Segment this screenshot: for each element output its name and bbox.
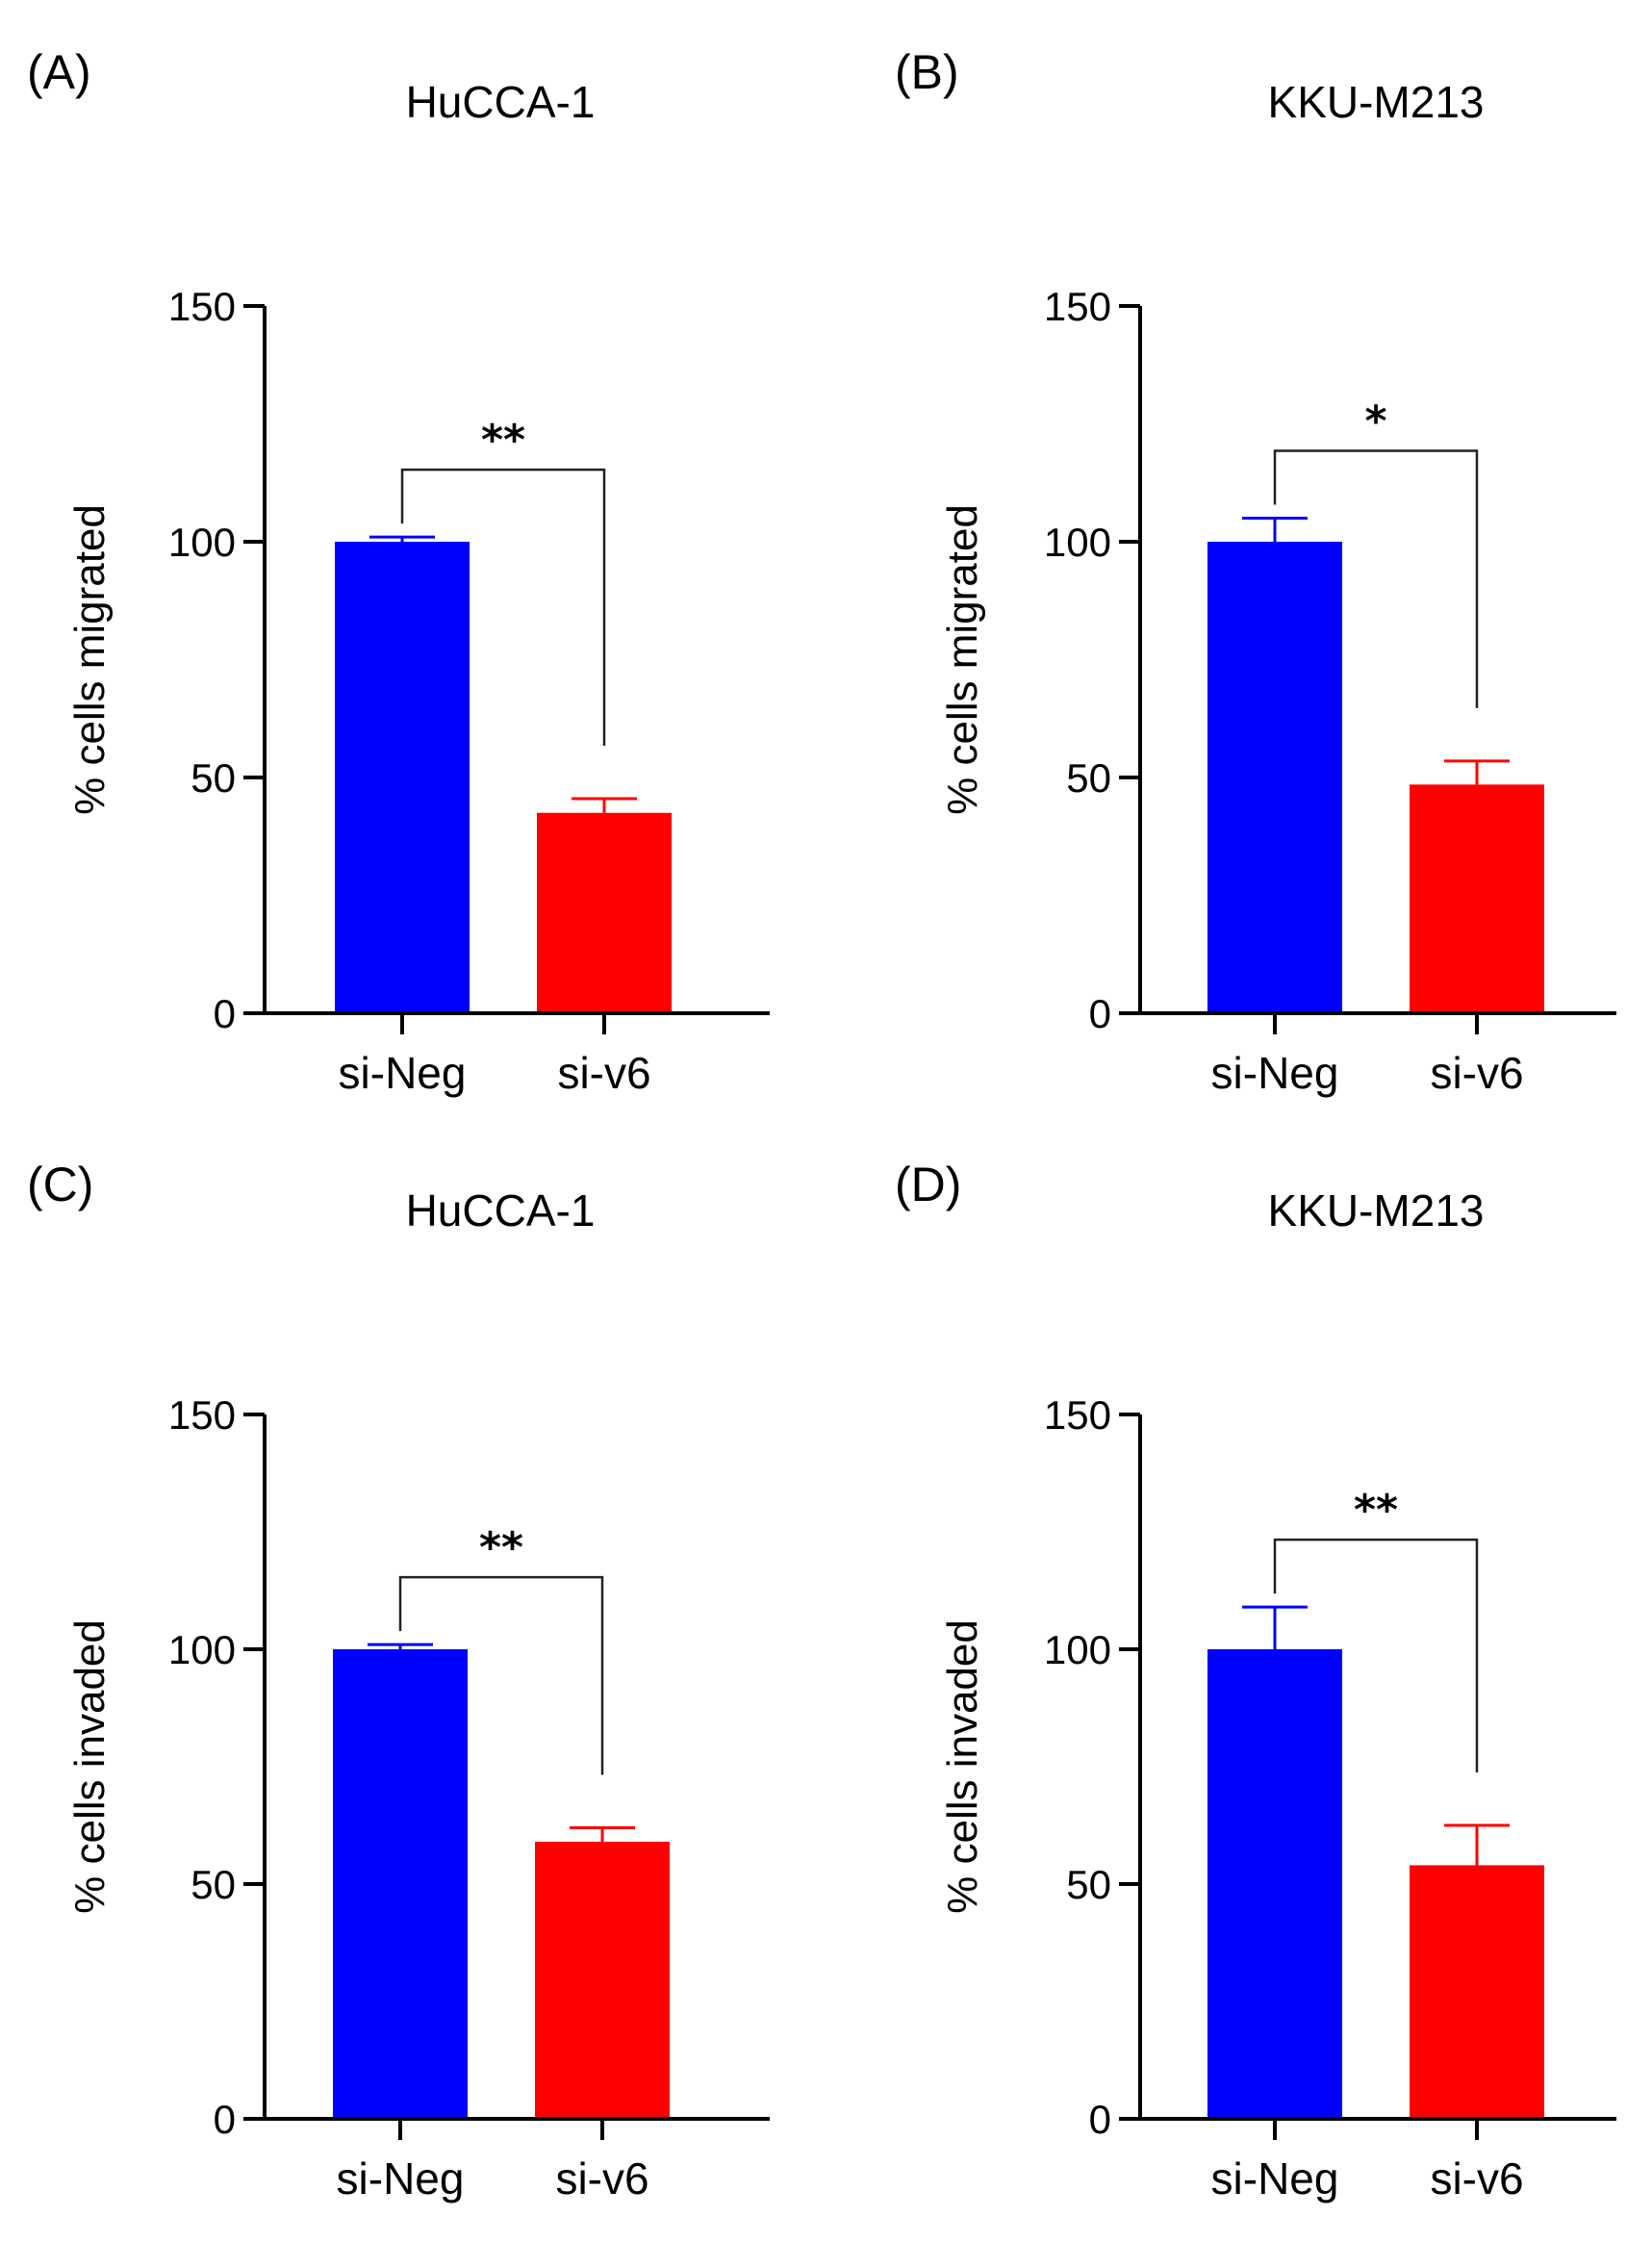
- significance-label: **: [481, 416, 525, 465]
- y-tick-label: 100: [168, 520, 236, 565]
- significance-bracket: [1273, 449, 1479, 708]
- bar-si-neg: [1207, 542, 1342, 1013]
- bar-si-neg: [333, 1649, 468, 2119]
- y-tick-label: 150: [1044, 284, 1111, 329]
- bar-si-v6: [537, 812, 672, 1013]
- significance-bracket: [400, 468, 606, 747]
- y-tick-label: 0: [214, 991, 236, 1036]
- significance-label: *: [1364, 397, 1386, 446]
- y-axis-label: % cells migrated: [939, 504, 986, 815]
- panel-letter: (B): [895, 45, 959, 99]
- panel-title: KKU-M213: [1268, 1185, 1485, 1236]
- bar-si-v6: [1410, 1865, 1544, 2119]
- y-tick-label: 150: [1044, 1392, 1111, 1438]
- chart-panel-4: (D) KKU-M213 0 50 100 150 si-Neg si-v6 % cells i…: [895, 1158, 1616, 2204]
- x-tick-label: si-v6: [557, 1048, 650, 1098]
- bar-si-v6: [535, 1842, 670, 2119]
- y-tick-label: 0: [1089, 991, 1111, 1036]
- y-tick-label: 100: [1044, 1627, 1111, 1672]
- significance-bracket: [398, 1575, 604, 1775]
- y-tick-label: 150: [168, 1392, 236, 1438]
- chart-panel-1: (A) HuCCA-1 0 50 100 150 si-Neg si-v6 % cells mi…: [27, 45, 770, 1098]
- panel-letter: (C): [27, 1158, 93, 1211]
- y-tick-label: 50: [1066, 1862, 1111, 1907]
- chart-panel-2: (B) KKU-M213 0 50 100 150 si-Neg si-v6 % cells m…: [895, 45, 1616, 1098]
- x-tick-label: si-Neg: [1211, 1048, 1339, 1098]
- y-axis-label: % cells invaded: [939, 1619, 986, 1914]
- panel-title: HuCCA-1: [406, 77, 596, 127]
- y-tick-label: 100: [1044, 520, 1111, 565]
- bar-si-neg: [335, 542, 470, 1013]
- y-tick-label: 100: [168, 1627, 236, 1672]
- x-tick-label: si-Neg: [339, 1048, 467, 1098]
- x-tick-label: si-Neg: [337, 2153, 465, 2204]
- x-tick-label: si-v6: [1430, 1048, 1523, 1098]
- y-axis-label: % cells invaded: [66, 1619, 114, 1914]
- bar-si-neg: [1207, 1649, 1342, 2119]
- panel-title: KKU-M213: [1268, 77, 1485, 127]
- y-axis-label: % cells migrated: [66, 504, 114, 815]
- x-tick-label: si-v6: [555, 2153, 648, 2204]
- significance-label: **: [479, 1523, 523, 1572]
- y-tick-label: 50: [191, 1862, 236, 1907]
- x-tick-label: si-Neg: [1211, 2153, 1339, 2204]
- significance-label: **: [1354, 1486, 1398, 1535]
- panel-title: HuCCA-1: [406, 1185, 596, 1236]
- x-tick-label: si-v6: [1430, 2153, 1523, 2204]
- y-tick-label: 0: [214, 2097, 236, 2142]
- significance-bracket: [1273, 1538, 1479, 1772]
- y-tick-label: 150: [168, 284, 236, 329]
- panel-letter: (A): [27, 45, 91, 99]
- panel-letter: (D): [895, 1158, 961, 1211]
- y-tick-label: 0: [1089, 2097, 1111, 2142]
- bar-si-v6: [1410, 784, 1544, 1013]
- y-tick-label: 50: [1066, 755, 1111, 801]
- chart-panel-3: (C) HuCCA-1 0 50 100 150 si-Neg si-v6 % cells in…: [27, 1158, 770, 2204]
- y-tick-label: 50: [191, 755, 236, 801]
